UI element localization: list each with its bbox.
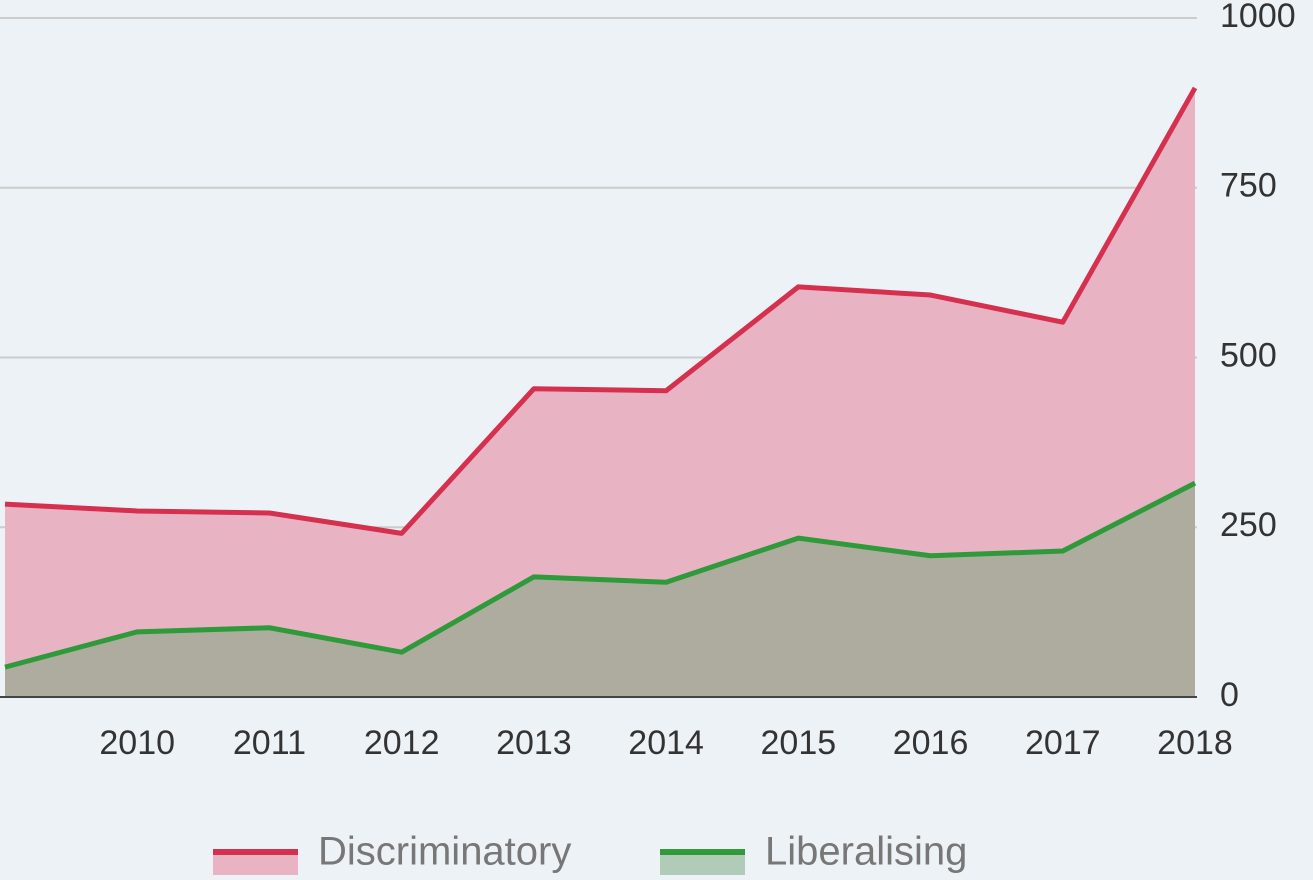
area	[5, 483, 1195, 697]
area	[5, 87, 1195, 697]
legend-label: Discriminatory	[318, 830, 571, 874]
y-tick-label: 1000	[1220, 0, 1296, 35]
x-tick-label: 2014	[628, 724, 704, 762]
x-tick-label: 2016	[893, 724, 969, 762]
y-tick-label: 500	[1220, 336, 1277, 374]
x-tick-label: 2015	[761, 724, 837, 762]
legend-swatch-line	[213, 849, 298, 855]
y-tick-label: 0	[1220, 676, 1239, 714]
legend-swatch-line	[660, 849, 745, 855]
x-tick-label: 2011	[233, 724, 306, 762]
x-tick-label: 2013	[496, 724, 572, 762]
x-tick-label: 2010	[99, 724, 175, 762]
line	[4, 86, 1198, 536]
y-tick-label: 750	[1220, 167, 1277, 205]
y-tick-label: 250	[1220, 506, 1277, 544]
x-tick-label: 2017	[1025, 724, 1101, 762]
x-tick-label: 2018	[1157, 724, 1233, 762]
x-tick-label: 2012	[364, 724, 440, 762]
line	[4, 480, 1197, 670]
legend-label: Liberalising	[765, 830, 967, 874]
